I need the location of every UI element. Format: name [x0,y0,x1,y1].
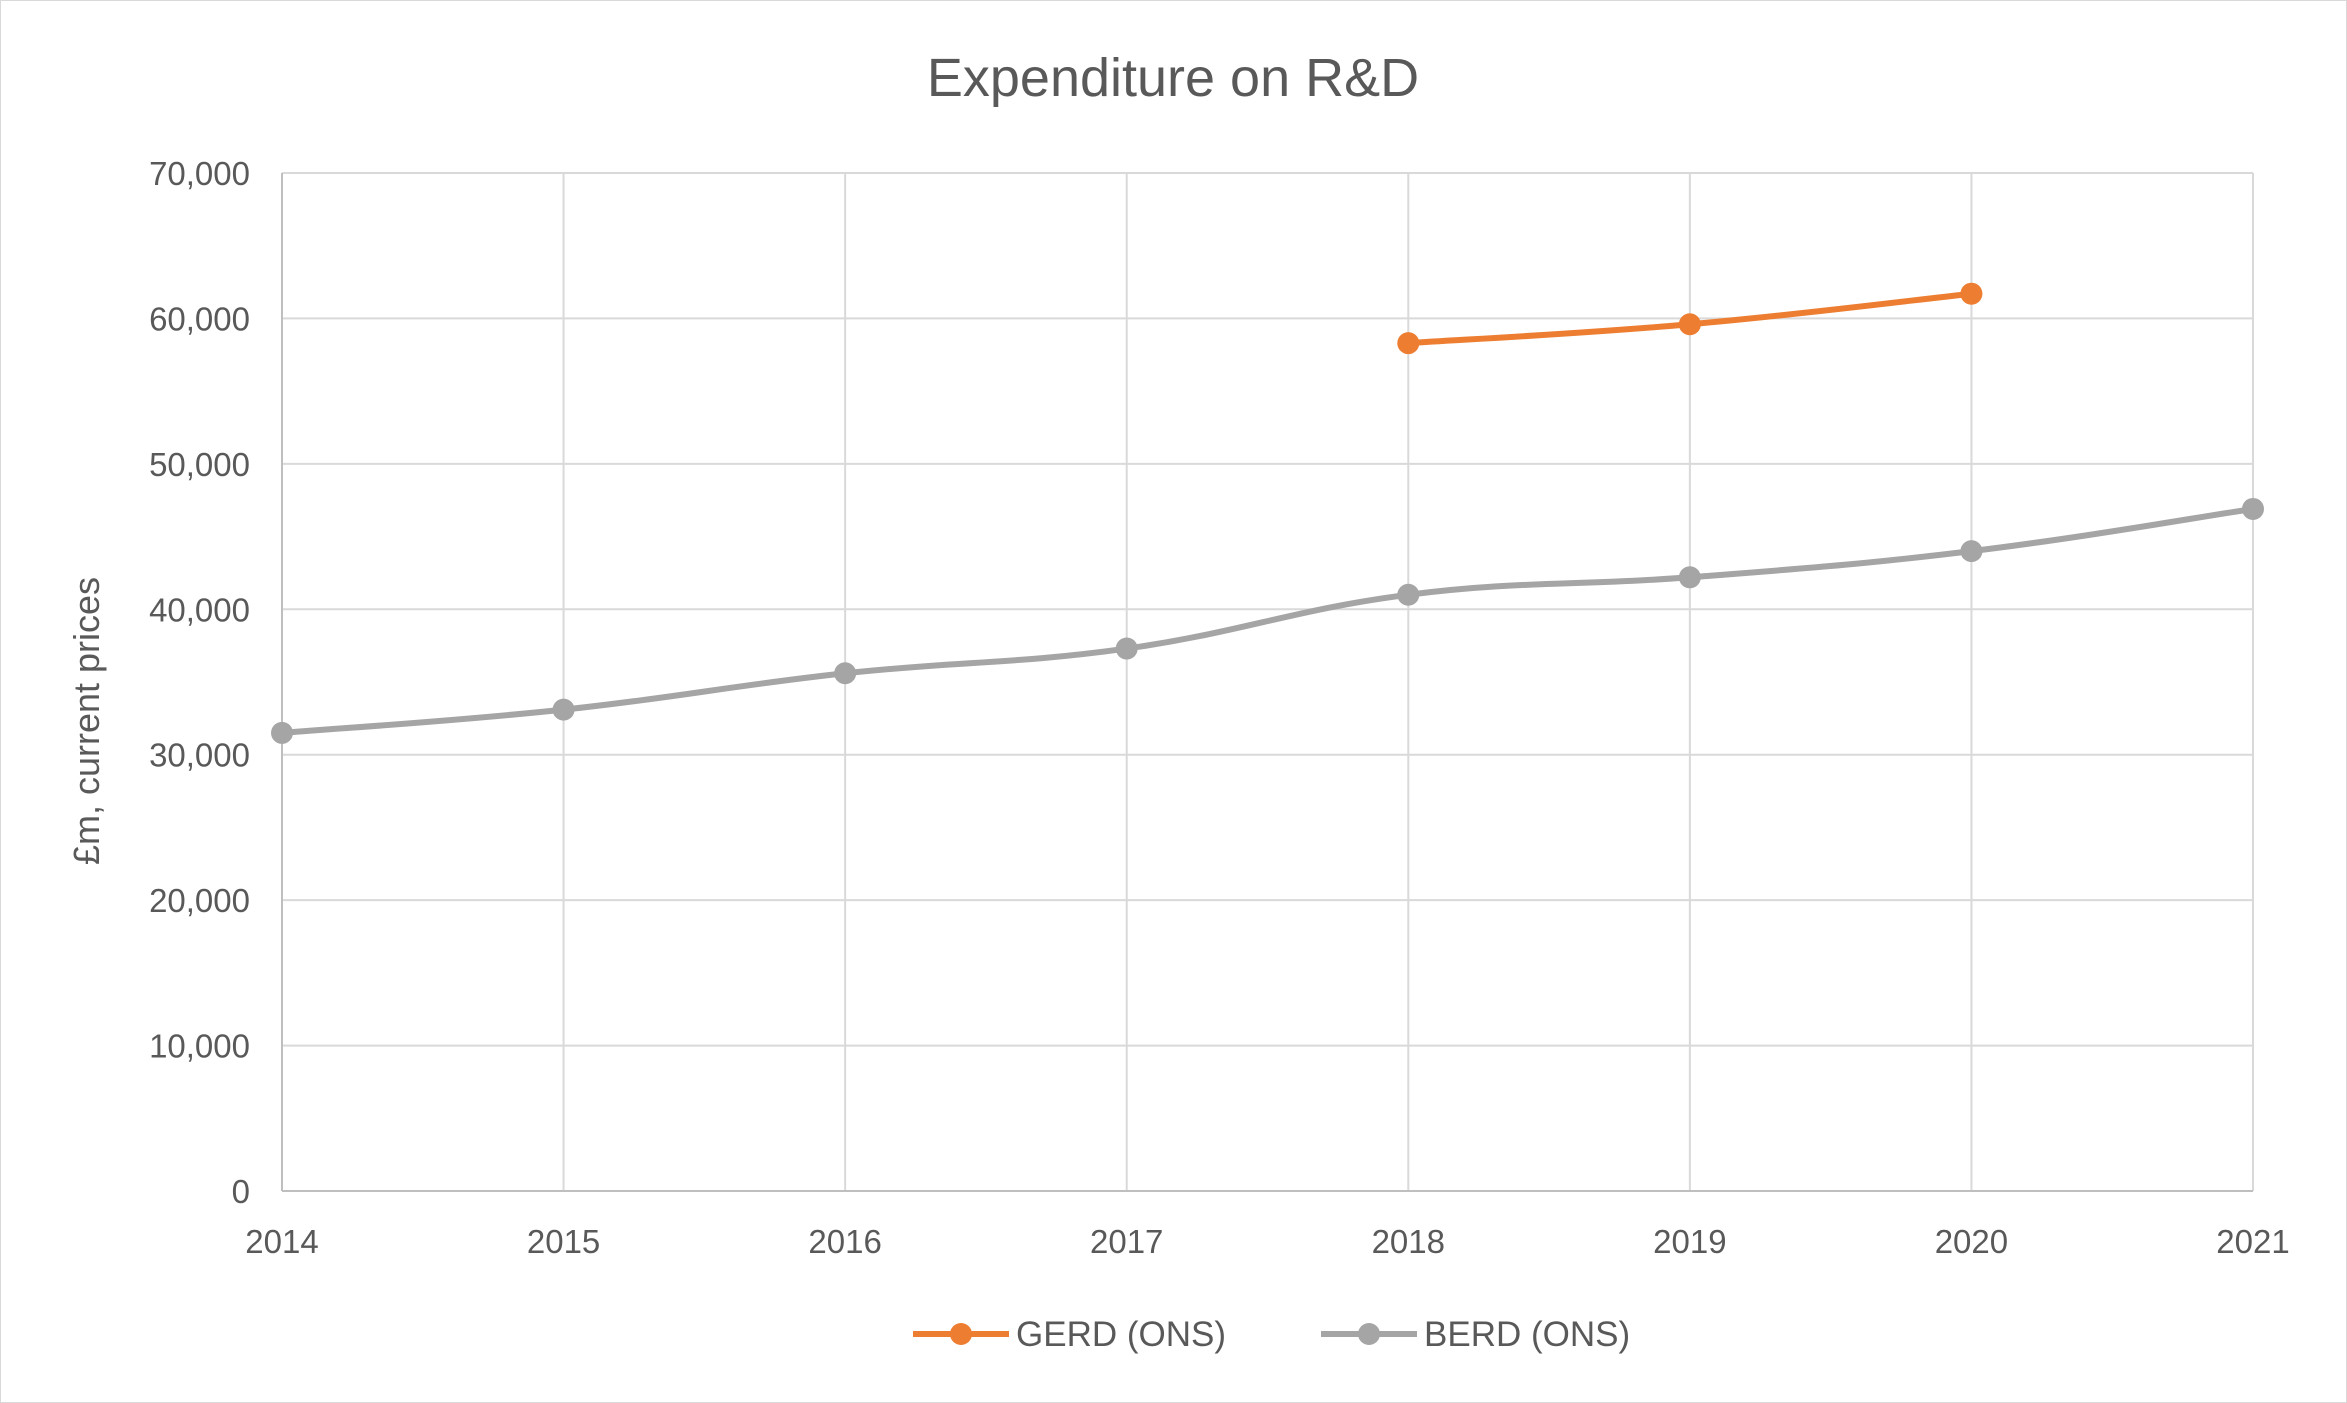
data-point-gerd-ons [1678,313,1701,336]
data-point-berd-ons [1397,583,1420,606]
y-tick-label: 0 [232,1173,250,1210]
x-tick-label: 2018 [1372,1223,1445,1260]
x-tick-label: 2015 [527,1223,600,1260]
data-point-berd-ons [271,721,293,744]
legend-swatch-marker [1358,1323,1380,1345]
x-tick-label: 2016 [808,1223,881,1260]
legend: GERD (ONS) BERD (ONS) [913,1315,1630,1354]
data-point-berd-ons [2242,497,2264,520]
data-point-berd-ons [1115,637,1138,660]
series-berd-ons [271,497,2264,744]
x-tick-label: 2019 [1653,1223,1726,1260]
y-tick-label: 10,000 [149,1028,250,1065]
axes: 0 10,000 20,000 30,000 40,000 50,000 60,000 70,… [149,155,2290,1260]
y-tick-label: 20,000 [149,882,250,919]
legend-item-berd-ons: BERD (ONS) [1321,1315,1630,1354]
legend-label: BERD (ONS) [1424,1315,1630,1354]
gridlines [282,172,2254,1191]
x-tick-label: 2020 [1935,1223,2008,1260]
y-tick-label: 50,000 [149,446,250,483]
x-tick-label: 2014 [245,1223,318,1260]
x-tick-label: 2017 [1090,1223,1163,1260]
series-layer [271,282,2264,744]
data-point-gerd-ons [1397,332,1420,355]
chart-title: Expenditure on R&D [927,48,1419,108]
legend-item-gerd-ons: GERD (ONS) [913,1315,1226,1354]
y-tick-label: 60,000 [149,300,250,337]
legend-swatch-marker [950,1323,972,1345]
y-tick-label: 40,000 [149,591,250,628]
data-point-berd-ons [1678,566,1701,589]
data-point-berd-ons [1960,540,1983,563]
data-point-gerd-ons [1960,282,1983,305]
x-tick-label: 2021 [2216,1223,2289,1260]
y-tick-label: 70,000 [149,155,250,192]
data-point-berd-ons [552,698,575,721]
data-point-berd-ons [834,662,857,685]
y-tick-label: 30,000 [149,737,250,774]
series-line-berd-ons [279,505,2256,736]
y-axis-title: £m, current prices [66,577,107,865]
series-gerd-ons [1397,282,1983,355]
legend-label: GERD (ONS) [1016,1315,1226,1354]
